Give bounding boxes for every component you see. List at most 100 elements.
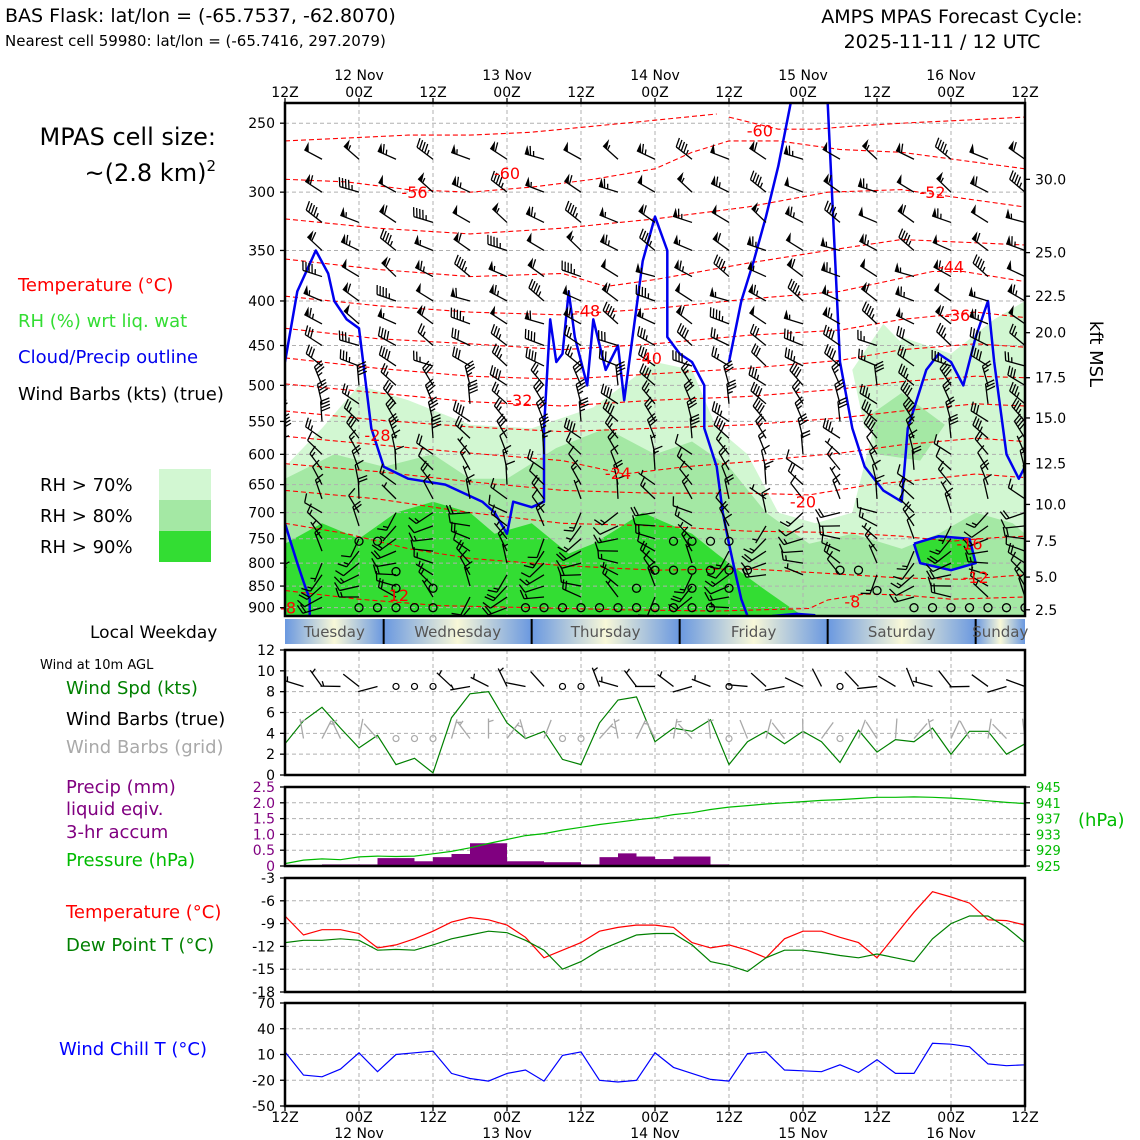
barb-full — [676, 447, 682, 457]
wind-barb — [672, 350, 693, 367]
barb-full — [357, 370, 368, 376]
barb-full — [579, 400, 589, 406]
barb-full — [704, 580, 714, 588]
barb-half — [945, 493, 951, 498]
barb-staff — [506, 722, 520, 739]
wind-barb — [343, 398, 360, 422]
wind-barb — [859, 383, 878, 405]
wind-barb — [598, 348, 619, 367]
bottom-hour-label: 12Z — [567, 1110, 594, 1126]
precip-bar — [655, 859, 674, 866]
barb-staff — [565, 352, 582, 367]
barb-full — [609, 405, 615, 415]
calm-marker — [631, 603, 642, 613]
barb-full — [902, 367, 908, 377]
barb-full — [974, 256, 980, 266]
barb-staff — [972, 424, 989, 439]
barb-staff — [532, 550, 545, 569]
bottom-hour-label: 00Z — [789, 1110, 816, 1126]
barb-staff — [363, 723, 378, 739]
barb-staff — [677, 523, 693, 540]
wind-barb — [341, 383, 360, 405]
barb-full — [902, 204, 907, 215]
barb-half — [499, 532, 504, 537]
wind-barb — [285, 497, 286, 499]
wind-barb — [309, 445, 323, 471]
barb-full — [630, 507, 636, 517]
barb-full — [394, 445, 405, 451]
barb-full — [906, 387, 913, 397]
barb-full — [556, 553, 564, 561]
barb-flag — [969, 308, 975, 319]
barb-staff — [340, 358, 360, 367]
wind-barb — [335, 562, 360, 577]
barb-full — [593, 534, 599, 544]
wind-barb — [894, 262, 915, 278]
wind-barb — [297, 596, 323, 608]
barb-full — [826, 543, 831, 554]
barb-full — [268, 145, 269, 154]
barb-full — [371, 557, 377, 567]
barb-full — [639, 540, 645, 550]
barb-half — [310, 425, 314, 431]
wind-barb — [930, 582, 952, 598]
barb-staff — [857, 338, 878, 347]
barb-half — [679, 588, 685, 591]
barb-full — [265, 145, 266, 154]
barb-full — [983, 363, 992, 370]
barb-half — [681, 266, 685, 272]
barb-staff — [927, 718, 934, 739]
barb-staff — [637, 540, 656, 552]
barb-full — [454, 254, 459, 264]
wind-barb-true — [987, 685, 1007, 693]
barb-full — [834, 378, 844, 386]
barb-flag — [304, 141, 309, 153]
wind-barb — [452, 400, 471, 422]
wind-barb — [491, 381, 508, 405]
barb-full — [972, 416, 978, 426]
barb-half — [1018, 182, 1023, 188]
barb-flag — [709, 286, 715, 297]
isotherm-label-layer: -60-60-56 -52-44-48 -36-40-32-28-24-20-16-… — [280, 122, 989, 618]
isotherm-label: -60 — [747, 122, 773, 141]
barb-flag — [341, 258, 347, 269]
panel-tick-label: 10 — [257, 1048, 275, 1064]
barb-full — [602, 301, 608, 311]
wind-barb-grid — [992, 723, 1007, 739]
barb-full — [310, 204, 316, 215]
barb-half — [309, 509, 313, 515]
barb-staff — [712, 238, 730, 251]
barb-staff — [752, 405, 767, 422]
barb-half — [683, 479, 688, 485]
barb-staff — [599, 565, 619, 576]
barb-full — [926, 570, 932, 580]
barb-flag — [895, 285, 900, 296]
barb-flag — [1008, 140, 1014, 151]
barb-staff — [751, 208, 767, 223]
wind-barb-true — [938, 670, 952, 687]
wind-barb — [357, 474, 368, 499]
barb-full — [944, 368, 952, 378]
barb-full — [615, 364, 626, 370]
barb-flag — [270, 281, 276, 291]
barb-full — [930, 582, 933, 593]
wind-barb — [490, 504, 508, 527]
barb-full — [484, 596, 494, 602]
wind-barb — [377, 307, 397, 325]
barb-staff — [306, 511, 323, 527]
barb-full — [388, 402, 396, 411]
wind-barb-true — [285, 676, 304, 688]
barb-full — [827, 307, 831, 318]
wind-barb — [974, 430, 989, 455]
barb-full — [418, 139, 424, 150]
height-tick-label: 10.0 — [1035, 497, 1066, 513]
barb-staff — [823, 333, 841, 347]
barb-half — [568, 437, 572, 444]
wind-barb — [895, 285, 915, 302]
barb-staff — [824, 352, 841, 367]
wind-barb-grid — [771, 722, 786, 739]
barb-staff — [974, 512, 989, 528]
wind-barb — [763, 460, 774, 485]
barb-full — [274, 259, 277, 268]
